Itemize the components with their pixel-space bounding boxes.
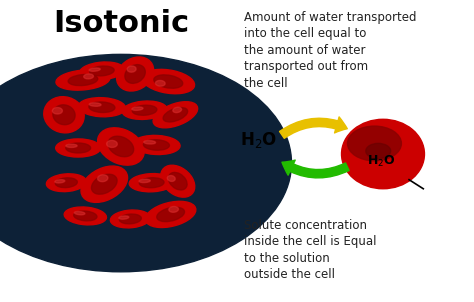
- Ellipse shape: [74, 211, 85, 215]
- Ellipse shape: [139, 179, 150, 183]
- Ellipse shape: [53, 105, 75, 125]
- Ellipse shape: [125, 65, 146, 83]
- Ellipse shape: [139, 178, 164, 188]
- Ellipse shape: [161, 165, 195, 197]
- Ellipse shape: [169, 207, 178, 212]
- Ellipse shape: [347, 126, 401, 161]
- Ellipse shape: [142, 69, 195, 94]
- Ellipse shape: [146, 201, 196, 227]
- Ellipse shape: [154, 75, 183, 88]
- Ellipse shape: [80, 62, 124, 80]
- Ellipse shape: [55, 180, 65, 183]
- Ellipse shape: [46, 174, 86, 191]
- Ellipse shape: [84, 74, 93, 79]
- Ellipse shape: [66, 143, 91, 153]
- Ellipse shape: [122, 101, 167, 119]
- Ellipse shape: [89, 68, 100, 71]
- Text: H$_2$O: H$_2$O: [367, 154, 396, 169]
- Ellipse shape: [108, 136, 134, 157]
- Ellipse shape: [133, 135, 180, 155]
- Ellipse shape: [107, 140, 118, 147]
- Text: Isotonic: Isotonic: [53, 9, 189, 38]
- Ellipse shape: [341, 119, 424, 189]
- Ellipse shape: [127, 66, 136, 72]
- Ellipse shape: [119, 216, 129, 219]
- Ellipse shape: [90, 66, 114, 76]
- Ellipse shape: [117, 57, 154, 91]
- Ellipse shape: [73, 211, 97, 221]
- Ellipse shape: [144, 140, 155, 144]
- Ellipse shape: [157, 207, 184, 222]
- Ellipse shape: [168, 172, 187, 190]
- FancyArrowPatch shape: [280, 117, 347, 138]
- Ellipse shape: [89, 102, 115, 112]
- Ellipse shape: [163, 108, 188, 122]
- FancyArrowPatch shape: [282, 160, 349, 178]
- Ellipse shape: [167, 175, 175, 182]
- Ellipse shape: [64, 207, 107, 225]
- Circle shape: [0, 54, 292, 272]
- Ellipse shape: [144, 140, 169, 150]
- Ellipse shape: [132, 105, 157, 115]
- Ellipse shape: [155, 80, 165, 86]
- Text: H$_2$O: H$_2$O: [240, 130, 277, 150]
- Ellipse shape: [56, 70, 110, 90]
- Ellipse shape: [81, 166, 128, 202]
- Ellipse shape: [91, 174, 117, 194]
- Ellipse shape: [98, 175, 108, 182]
- Ellipse shape: [56, 139, 100, 157]
- Ellipse shape: [129, 174, 174, 192]
- Ellipse shape: [44, 97, 84, 133]
- Ellipse shape: [55, 178, 77, 188]
- Ellipse shape: [78, 98, 126, 117]
- Ellipse shape: [110, 210, 150, 228]
- Text: Solute concentration
inside the cell is Equal
to the solution
outside the cell: Solute concentration inside the cell is …: [244, 219, 377, 281]
- Ellipse shape: [52, 108, 63, 114]
- Ellipse shape: [132, 107, 143, 110]
- Ellipse shape: [173, 107, 182, 113]
- Ellipse shape: [98, 128, 144, 165]
- Ellipse shape: [119, 214, 141, 224]
- Ellipse shape: [66, 144, 77, 147]
- Ellipse shape: [366, 143, 391, 159]
- Text: Amount of water transported
into the cell equal to
the amount of water
transport: Amount of water transported into the cel…: [244, 11, 417, 90]
- Ellipse shape: [153, 102, 198, 128]
- Ellipse shape: [68, 75, 98, 85]
- Ellipse shape: [89, 103, 101, 106]
